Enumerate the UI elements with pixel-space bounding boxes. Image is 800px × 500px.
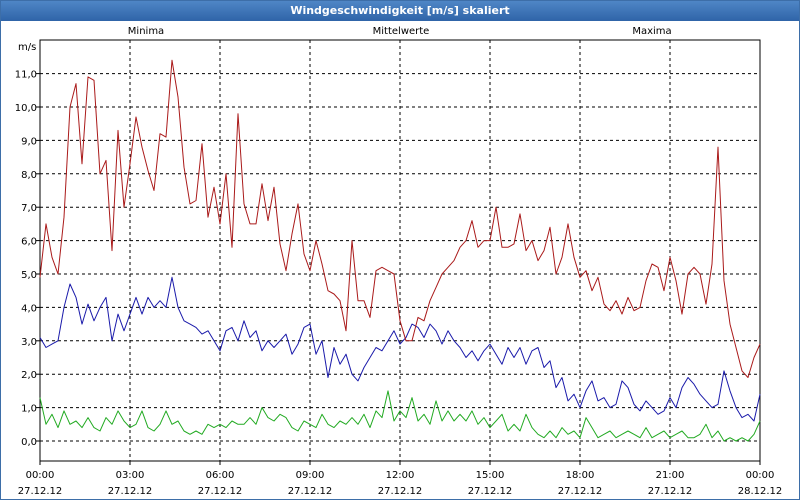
series-line-minima: [39, 390, 761, 442]
x-tick-date: 27.12.12: [378, 486, 423, 497]
chart-title: Windgeschwindigkeit [m/s] skaliert: [1, 1, 799, 21]
y-tick-label: 8,0: [21, 170, 37, 181]
series-line-maxima: [39, 59, 761, 378]
x-tick-time: 09:00: [296, 470, 325, 481]
grid-lines: [40, 40, 760, 461]
y-tick-label: 5,0: [21, 270, 37, 281]
y-tick-label: 2,0: [21, 370, 37, 381]
x-tick-date: 27.12.12: [468, 486, 513, 497]
series-line-mittelwerte: [39, 276, 761, 422]
axis-ticks: 0,0 1,0 2,0 3,0 4,0 5,0 6,0 7,0 8,0 9,0 10,0 11,0 00…: [15, 70, 783, 497]
x-tick-date: 27.12.12: [648, 486, 693, 497]
x-tick-date: 27.12.12: [288, 486, 333, 497]
x-tick-time: 06:00: [206, 470, 235, 481]
y-tick-label: 10,0: [15, 103, 37, 114]
series-lines: [39, 59, 761, 442]
y-tick-label: 9,0: [21, 136, 37, 147]
x-tick-date: 27.12.12: [558, 486, 603, 497]
legend-mittelwerte: Mittelwerte: [373, 26, 430, 37]
y-tick-label: 4,0: [21, 303, 37, 314]
legend-maxima: Maxima: [632, 26, 671, 37]
x-tick-time: 12:00: [386, 470, 415, 481]
x-tick-time: 00:00: [26, 470, 55, 481]
x-tick-time: 15:00: [476, 470, 505, 481]
y-tick-label: 11,0: [15, 70, 37, 81]
x-tick-time: 00:00: [746, 470, 775, 481]
y-tick-label: 6,0: [21, 237, 37, 248]
y-tick-label: 7,0: [21, 203, 37, 214]
y-tick-label: 0,0: [21, 437, 37, 448]
x-tick-time: 21:00: [656, 470, 685, 481]
x-tick-date: 28.12.12: [738, 486, 783, 497]
legend-minima: Minima: [128, 26, 164, 37]
x-tick-date: 27.12.12: [198, 486, 243, 497]
y-tick-label: 1,0: [21, 404, 37, 415]
y-axis-label: m/s: [18, 42, 36, 53]
x-tick-time: 03:00: [116, 470, 145, 481]
x-tick-time: 18:00: [566, 470, 595, 481]
x-tick-date: 27.12.12: [108, 486, 153, 497]
x-tick-date: 27.12.12: [18, 486, 63, 497]
y-tick-label: 3,0: [21, 337, 37, 348]
